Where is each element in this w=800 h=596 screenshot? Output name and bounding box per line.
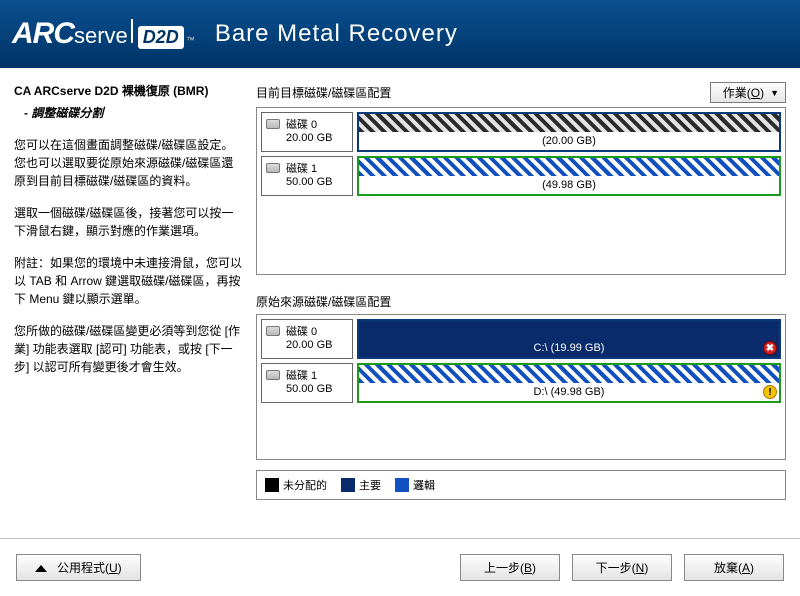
help-paragraph: 您可以在這個畫面調整磁碟/磁碟區設定。您也可以選取要從原始來源磁碟/磁碟區還原到… <box>14 136 244 190</box>
disk-icon <box>266 163 280 173</box>
table-row[interactable]: 磁碟 1 50.00 GB D:\ (49.98 GB) ! <box>261 363 781 403</box>
chevron-down-icon: ▼ <box>770 88 779 98</box>
legend-item: 主要 <box>341 477 381 493</box>
partition[interactable]: C:\ (19.99 GB) ✖ <box>357 319 781 359</box>
disk-size: 50.00 GB <box>286 176 348 188</box>
partition[interactable]: D:\ (49.98 GB) ! <box>357 363 781 403</box>
logo-arc: ARC <box>12 17 74 51</box>
disk-size: 50.00 GB <box>286 383 348 395</box>
page-title: Bare Metal Recovery <box>215 20 458 48</box>
help-paragraph: 您所做的磁碟/磁碟區變更必須等到您從 [作業] 功能表選取 [認可] 功能表，或… <box>14 322 244 376</box>
logo-divider <box>131 19 133 43</box>
triangle-up-icon <box>35 565 47 572</box>
disk-config-panel: 目前目標磁碟/磁碟區配置 作業(O) ▼ 磁碟 0 20.00 GB (20.0… <box>254 68 800 538</box>
operations-button-label: 作業(O) <box>723 84 764 101</box>
table-row[interactable]: 磁碟 1 50.00 GB (49.98 GB) <box>261 156 781 196</box>
operations-button[interactable]: 作業(O) ▼ <box>710 82 786 103</box>
disk-name: 磁碟 0 <box>286 116 348 132</box>
disk-label[interactable]: 磁碟 0 20.00 GB <box>261 112 353 152</box>
abort-button[interactable]: 放棄(A) <box>684 554 784 581</box>
source-disk-box: 磁碟 0 20.00 GB C:\ (19.99 GB) ✖ 磁碟 1 50.0… <box>256 314 786 460</box>
target-disk-box: 磁碟 0 20.00 GB (20.00 GB) 磁碟 1 50.00 GB <box>256 107 786 275</box>
help-paragraph: 附註：如果您的環境中未連接滑鼠，您可以以 TAB 和 Arrow 鍵選取磁碟/磁… <box>14 254 244 308</box>
legend-swatch <box>341 478 355 492</box>
legend-swatch <box>395 478 409 492</box>
target-section-label: 目前目標磁碟/磁碟區配置 <box>256 84 391 101</box>
partition[interactable]: (49.98 GB) <box>357 156 781 196</box>
legend: 未分配的 主要 邏輯 <box>256 470 786 500</box>
legend-label: 主要 <box>359 477 381 493</box>
disk-name: 磁碟 0 <box>286 323 348 339</box>
disk-size: 20.00 GB <box>286 132 348 144</box>
table-row[interactable]: 磁碟 0 20.00 GB (20.00 GB) <box>261 112 781 152</box>
disk-name: 磁碟 1 <box>286 367 348 383</box>
logo-serve: serve <box>74 23 128 49</box>
help-paragraph: 選取一個磁碟/磁碟區後，接著您可以按一下滑鼠右鍵，顯示對應的作業選項。 <box>14 204 244 240</box>
help-subtitle: - 調整磁碟分割 <box>24 104 244 122</box>
partition-bar <box>359 158 779 176</box>
partition-bar <box>359 365 779 383</box>
utility-button[interactable]: 公用程式(U) <box>16 554 141 581</box>
legend-item: 邏輯 <box>395 477 435 493</box>
legend-swatch <box>265 478 279 492</box>
footer-bar: 公用程式(U) 上一步(B) 下一步(N) 放棄(A) <box>0 538 800 596</box>
partition-caption: D:\ (49.98 GB) <box>359 383 779 401</box>
disk-label[interactable]: 磁碟 1 50.00 GB <box>261 156 353 196</box>
legend-item: 未分配的 <box>265 477 327 493</box>
legend-label: 未分配的 <box>283 477 327 493</box>
disk-icon <box>266 370 280 380</box>
source-section-label: 原始來源磁碟/磁碟區配置 <box>256 293 391 310</box>
next-button[interactable]: 下一步(N) <box>572 554 672 581</box>
warning-icon: ! <box>763 385 777 399</box>
partition-caption: (20.00 GB) <box>359 132 779 150</box>
partition-bar <box>359 114 779 132</box>
disk-icon <box>266 326 280 336</box>
partition-caption: C:\ (19.99 GB) <box>359 339 779 357</box>
partition[interactable]: (20.00 GB) <box>357 112 781 152</box>
help-panel: CA ARCserve D2D 裸機復原 (BMR) - 調整磁碟分割 您可以在… <box>0 68 254 538</box>
table-row[interactable]: 磁碟 0 20.00 GB C:\ (19.99 GB) ✖ <box>261 319 781 359</box>
partition-bar <box>359 321 779 339</box>
disk-label[interactable]: 磁碟 1 50.00 GB <box>261 363 353 403</box>
disk-size: 20.00 GB <box>286 339 348 351</box>
help-title: CA ARCserve D2D 裸機復原 (BMR) <box>14 82 244 100</box>
logo: ARC serve D2D ™ <box>12 17 195 51</box>
app-header: ARC serve D2D ™ Bare Metal Recovery <box>0 0 800 68</box>
disk-label[interactable]: 磁碟 0 20.00 GB <box>261 319 353 359</box>
partition-caption: (49.98 GB) <box>359 176 779 194</box>
error-icon: ✖ <box>763 341 777 355</box>
disk-icon <box>266 119 280 129</box>
logo-tm: ™ <box>186 35 195 45</box>
logo-d2d: D2D <box>138 26 184 49</box>
disk-name: 磁碟 1 <box>286 160 348 176</box>
back-button[interactable]: 上一步(B) <box>460 554 560 581</box>
legend-label: 邏輯 <box>413 477 435 493</box>
